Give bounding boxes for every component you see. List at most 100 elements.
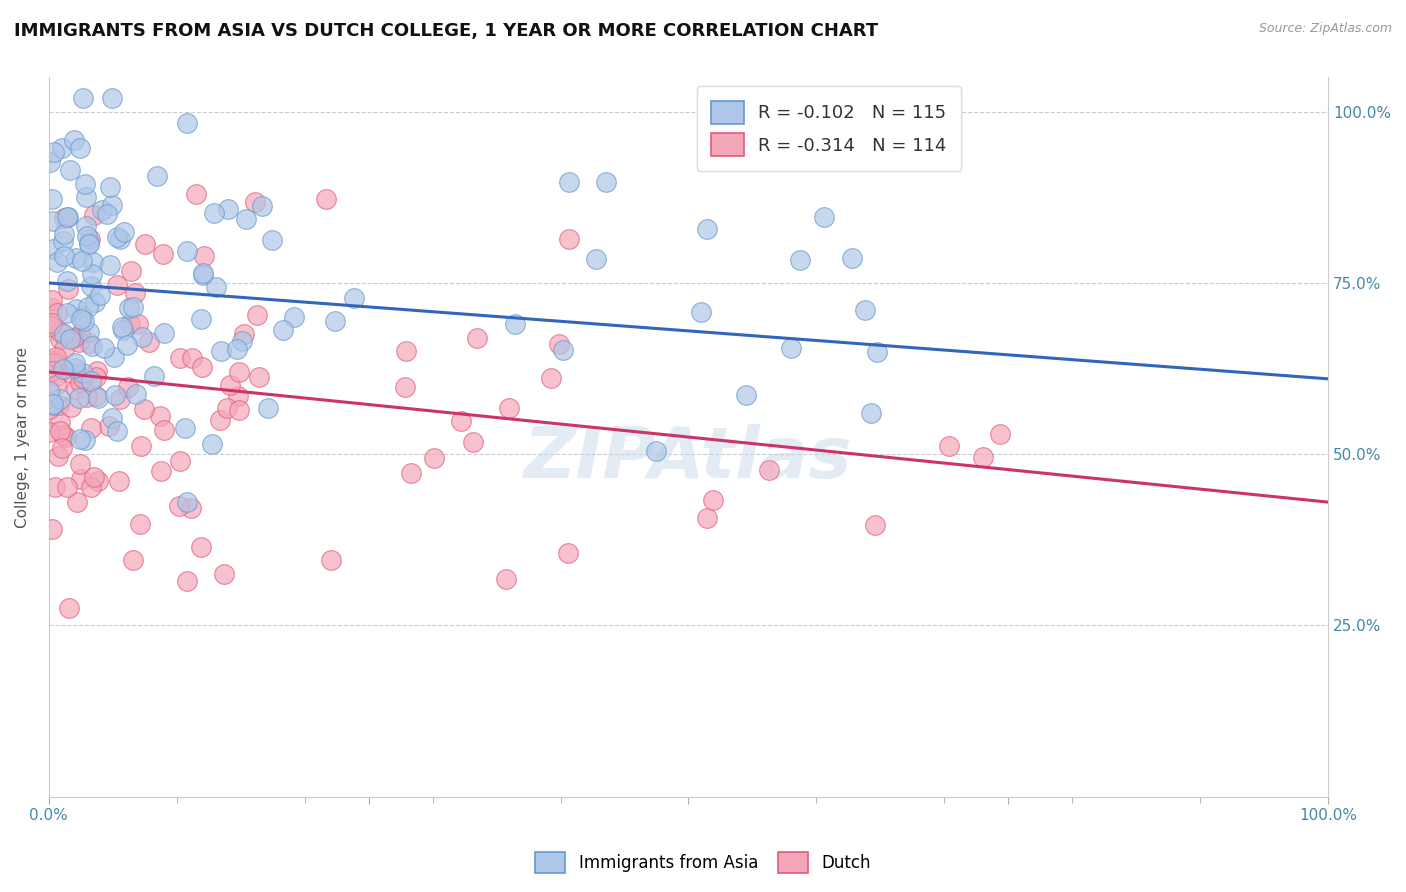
Point xyxy=(53,343,76,357)
Point xyxy=(87,474,110,488)
Point xyxy=(41,192,63,206)
Point xyxy=(134,401,156,416)
Point xyxy=(38,425,60,439)
Point xyxy=(262,233,284,247)
Point xyxy=(395,343,418,358)
Point xyxy=(52,234,75,248)
Point xyxy=(97,419,120,434)
Point xyxy=(73,314,96,328)
Point xyxy=(595,175,617,189)
Point xyxy=(988,427,1011,442)
Point xyxy=(111,323,134,337)
Point xyxy=(77,235,100,250)
Point xyxy=(101,198,124,212)
Point xyxy=(184,186,207,201)
Point xyxy=(972,450,994,464)
Point xyxy=(134,237,156,252)
Point xyxy=(70,472,93,486)
Point xyxy=(86,391,108,405)
Point xyxy=(107,474,129,488)
Point xyxy=(696,222,718,236)
Point xyxy=(90,202,112,217)
Point xyxy=(65,382,87,396)
Point xyxy=(138,334,160,349)
Point xyxy=(191,268,214,282)
Point xyxy=(257,401,280,415)
Point xyxy=(63,133,86,147)
Point xyxy=(142,369,165,384)
Point xyxy=(112,225,135,239)
Point xyxy=(75,190,97,204)
Point xyxy=(503,317,526,331)
Point xyxy=(72,371,94,385)
Point xyxy=(228,389,250,403)
Point xyxy=(58,600,80,615)
Point xyxy=(702,492,724,507)
Point xyxy=(233,326,256,341)
Point xyxy=(69,312,91,326)
Point xyxy=(209,343,232,358)
Point xyxy=(131,330,153,344)
Point xyxy=(789,253,811,268)
Point xyxy=(174,420,197,434)
Point xyxy=(56,210,79,224)
Point xyxy=(76,229,98,244)
Point xyxy=(77,325,100,339)
Point xyxy=(190,360,212,375)
Point xyxy=(152,326,174,341)
Point xyxy=(865,345,887,359)
Point xyxy=(121,553,143,567)
Point xyxy=(190,541,212,555)
Point xyxy=(38,384,60,398)
Point xyxy=(65,252,87,266)
Point xyxy=(283,310,305,324)
Point xyxy=(108,231,131,245)
Point xyxy=(69,432,91,446)
Point xyxy=(62,331,84,345)
Point xyxy=(585,252,607,266)
Point xyxy=(558,232,581,246)
Point xyxy=(42,243,65,257)
Point xyxy=(118,317,141,331)
Point xyxy=(89,288,111,302)
Point xyxy=(80,480,103,494)
Point xyxy=(82,254,104,268)
Point xyxy=(80,339,103,353)
Point xyxy=(323,314,346,328)
Point xyxy=(52,361,75,376)
Point xyxy=(56,306,79,320)
Point xyxy=(228,403,250,417)
Point xyxy=(77,237,100,252)
Point xyxy=(129,439,152,453)
Point xyxy=(219,378,242,392)
Point xyxy=(58,210,80,224)
Point xyxy=(80,278,103,293)
Point xyxy=(149,464,172,478)
Legend: Immigrants from Asia, Dutch: Immigrants from Asia, Dutch xyxy=(529,846,877,880)
Point xyxy=(153,423,176,437)
Point xyxy=(44,356,66,370)
Point xyxy=(394,380,416,394)
Point xyxy=(231,334,253,348)
Point xyxy=(176,244,198,258)
Point xyxy=(46,255,69,269)
Point xyxy=(735,387,758,401)
Point xyxy=(243,195,266,210)
Point xyxy=(176,574,198,588)
Point xyxy=(46,449,69,463)
Point xyxy=(49,325,72,339)
Point xyxy=(271,322,294,336)
Point xyxy=(55,274,77,288)
Point xyxy=(67,391,90,405)
Point xyxy=(553,343,575,358)
Point xyxy=(399,466,422,480)
Point xyxy=(67,334,90,349)
Point xyxy=(101,411,124,425)
Point xyxy=(117,380,139,394)
Point xyxy=(98,258,121,272)
Point xyxy=(450,414,472,428)
Point xyxy=(465,331,488,345)
Point xyxy=(70,310,93,324)
Point xyxy=(41,398,63,412)
Point xyxy=(38,401,60,416)
